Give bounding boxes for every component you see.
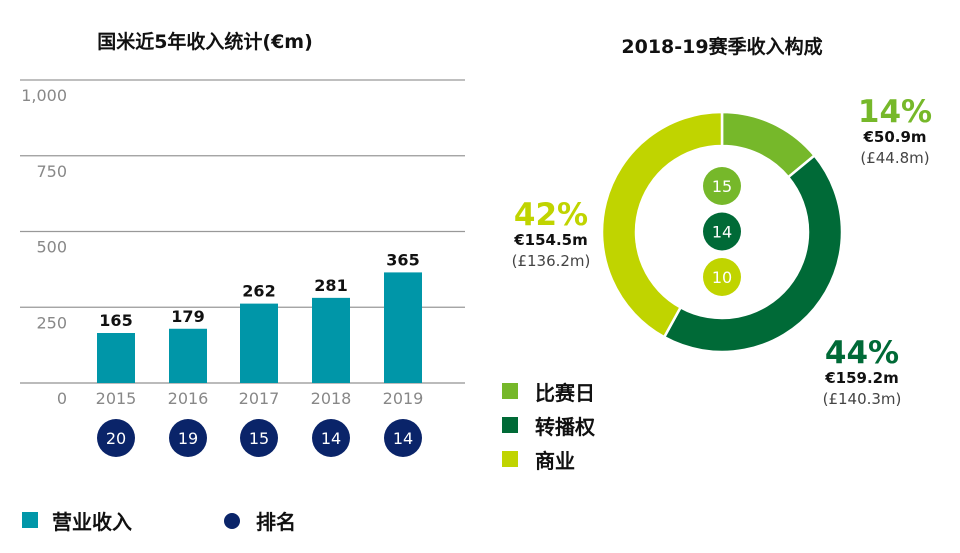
slice-percent: 44% xyxy=(825,335,899,371)
rank-value: 14 xyxy=(321,429,341,448)
legend-swatch-slice-2 xyxy=(502,451,518,467)
y-tick-label: 1,000 xyxy=(21,86,67,105)
slice-eur: €50.9m xyxy=(862,128,926,146)
slice-rank: 15 xyxy=(712,177,732,196)
x-tick-label: 2019 xyxy=(383,389,424,408)
slice-rank: 10 xyxy=(712,268,732,287)
bar-2015 xyxy=(97,333,135,383)
rank-badge-2016 xyxy=(169,419,207,457)
rank-badge-2015 xyxy=(97,419,135,457)
bar-2019 xyxy=(384,272,422,383)
donut-slice-2 xyxy=(600,110,724,339)
bar-value-label: 165 xyxy=(99,311,132,330)
legend-swatch-revenue xyxy=(22,512,38,528)
bar-2018 xyxy=(312,297,350,383)
y-tick-label: 250 xyxy=(36,313,67,332)
legend-label-revenue: 营业收入 xyxy=(52,510,132,534)
legend-label-slice-1: 转播权 xyxy=(535,415,596,439)
slice-percent: 14% xyxy=(858,94,932,130)
bar-chart-title: 国米近5年收入统计(€m) xyxy=(97,30,313,53)
legend-swatch-rank xyxy=(224,513,240,529)
rank-badge-slice-2 xyxy=(703,258,741,296)
slice-gbp: (£140.3m) xyxy=(823,390,902,408)
slice-gbp: (£136.2m) xyxy=(512,252,591,270)
donut-chart-title: 2018-19赛季收入构成 xyxy=(621,35,822,58)
rank-value: 14 xyxy=(393,429,413,448)
bar-2016 xyxy=(169,328,207,383)
legend-label-slice-0: 比赛日 xyxy=(535,381,595,405)
rank-badge-2018 xyxy=(312,419,350,457)
bar-value-label: 281 xyxy=(314,276,347,295)
bar-value-label: 179 xyxy=(171,307,204,326)
legend-label-rank: 排名 xyxy=(256,510,296,534)
rank-badge-slice-1 xyxy=(703,212,741,251)
x-tick-label: 2017 xyxy=(239,389,280,408)
y-tick-label: 0 xyxy=(57,389,67,408)
slice-rank: 14 xyxy=(712,223,732,242)
rank-value: 19 xyxy=(178,429,198,448)
slice-percent: 42% xyxy=(514,197,588,233)
x-tick-label: 2015 xyxy=(96,389,137,408)
rank-badge-2019 xyxy=(384,419,422,457)
y-tick-label: 500 xyxy=(36,238,67,257)
legend-swatch-slice-1 xyxy=(502,417,518,433)
y-tick-label: 750 xyxy=(36,162,67,181)
bar-value-label: 365 xyxy=(386,250,419,269)
rank-badge-2017 xyxy=(240,419,278,457)
slice-eur: €159.2m xyxy=(824,369,899,387)
bar-value-label: 262 xyxy=(242,282,275,301)
slice-gbp: (£44.8m) xyxy=(860,149,929,167)
bar-2017 xyxy=(240,303,278,383)
x-tick-label: 2016 xyxy=(168,389,209,408)
donut-slice-1 xyxy=(662,153,844,354)
rank-value: 15 xyxy=(249,429,269,448)
x-tick-label: 2018 xyxy=(311,389,352,408)
slice-eur: €154.5m xyxy=(513,231,588,249)
legend-swatch-slice-0 xyxy=(502,383,518,399)
rank-badge-slice-0 xyxy=(703,167,741,205)
legend-label-slice-2: 商业 xyxy=(535,449,575,473)
rank-value: 20 xyxy=(106,429,126,448)
